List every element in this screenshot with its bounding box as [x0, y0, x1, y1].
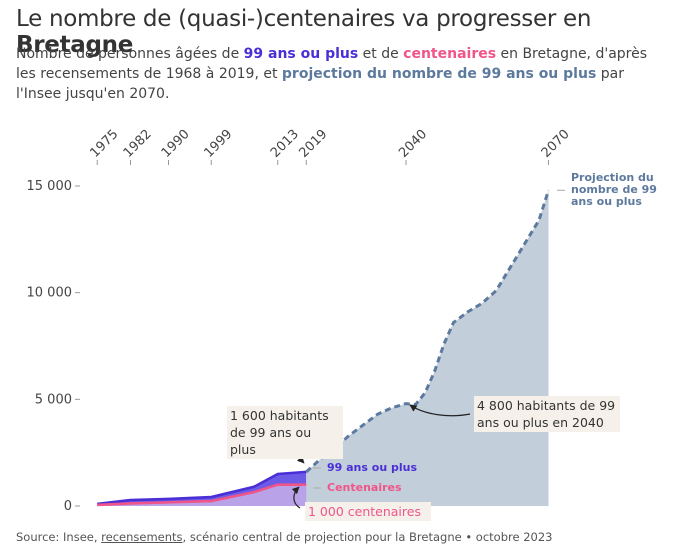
line	[97, 470, 307, 506]
series-label: 99 ans ou plus	[327, 461, 418, 474]
x-tick-label: 2040	[396, 127, 430, 161]
subtitle-part: et de	[358, 46, 404, 62]
annotation: 4 800 habitants de 99 ans ou plus en 204…	[474, 396, 620, 432]
source-part: , scénario central de projection pour la…	[182, 530, 553, 544]
source-part: recensements	[101, 530, 183, 544]
line	[97, 483, 307, 507]
y-tick-label: 0	[64, 499, 72, 514]
source-part: Source: Insee,	[16, 530, 102, 544]
x-tick-label: 1999	[201, 127, 235, 161]
subtitle-part: centenaires	[403, 46, 497, 62]
annotation: 1 000 centenaires	[305, 502, 431, 521]
subtitle: Nombre de personnes âgées de 99 ans ou p…	[16, 44, 668, 104]
subtitle-part: en Bretagne, d'après les recensements de…	[16, 46, 652, 82]
annotation: 1 600 habitants de 99 ans ou plus	[227, 406, 343, 459]
y-tick-label: 10 000	[27, 286, 73, 301]
title: Le nombre de (quasi-)centenaires va prog…	[16, 6, 668, 58]
arrow	[409, 404, 471, 417]
x-tick-label: 1990	[159, 127, 193, 161]
title-part: Le nombre de (quasi-)centenaires va prog…	[16, 6, 599, 32]
x-tick-label: 1982	[121, 127, 155, 161]
x-tick-label: 2070	[539, 127, 573, 161]
y-tick-label: 15 000	[27, 179, 73, 194]
source: Source: Insee, recensements, scénario ce…	[16, 530, 668, 544]
arrow	[291, 486, 301, 509]
y-tick-label: 5 000	[35, 392, 72, 407]
title-part: Bretagne	[16, 32, 134, 58]
subtitle-part: Nombre de personnes âgées de	[16, 46, 244, 62]
subtitle-part: projection du nombre de 99 ans ou plus	[281, 66, 597, 82]
area	[97, 484, 307, 506]
x-tick-label: 2013	[268, 127, 302, 161]
subtitle-part: 99 ans ou plus	[243, 46, 359, 62]
series-label: Centenaires	[327, 481, 402, 494]
x-tick-label: 1975	[87, 127, 121, 161]
x-tick-label: 2019	[296, 127, 330, 161]
series-label: Projection du nombre de 99 ans ou plus	[571, 171, 661, 208]
subtitle-part: par l'Insee jusqu'en 2070.	[16, 66, 629, 102]
